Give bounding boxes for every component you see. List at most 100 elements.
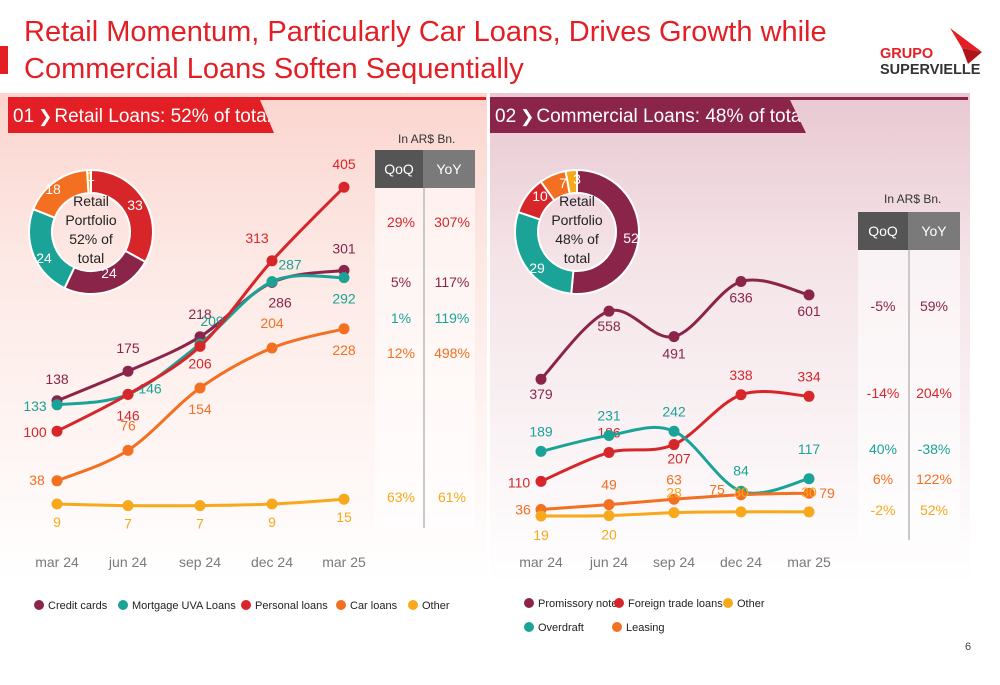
data-point bbox=[803, 289, 815, 301]
legend-item: Promissory notes bbox=[524, 598, 623, 610]
donut-center-label: 48% of bbox=[555, 231, 599, 247]
company-logo: GRUPO SUPERVIELLE bbox=[880, 28, 990, 82]
yoy-value: 59% bbox=[919, 298, 949, 314]
qoq-value: 6% bbox=[872, 471, 894, 487]
data-label: 207 bbox=[667, 451, 691, 467]
qoq-value: 29% bbox=[386, 214, 416, 230]
data-point bbox=[735, 276, 747, 288]
data-point bbox=[194, 382, 206, 394]
data-label: 9 bbox=[268, 514, 276, 530]
data-point bbox=[535, 510, 547, 522]
yoy-value: 117% bbox=[434, 274, 470, 290]
data-label: 218 bbox=[188, 306, 212, 322]
data-label: 20 bbox=[601, 527, 617, 543]
x-tick-label: mar 25 bbox=[787, 554, 831, 570]
data-label: 228 bbox=[332, 342, 356, 358]
data-point bbox=[122, 365, 134, 377]
commercial-line-chart: 3795584916366011101862073383341892312428… bbox=[508, 276, 835, 570]
commercial-yoy-header: YoY bbox=[908, 212, 960, 250]
data-label: 30 bbox=[733, 484, 749, 500]
data-label: 133 bbox=[23, 398, 47, 414]
x-tick-label: sep 24 bbox=[653, 554, 695, 570]
data-label: 36 bbox=[515, 502, 531, 518]
data-label: 338 bbox=[729, 367, 753, 383]
data-point bbox=[803, 487, 815, 499]
title-accent-bar bbox=[0, 46, 8, 74]
commercial-portfolio-donut: 52 29 10 7 3 Retail Portfolio 48% of total bbox=[514, 168, 641, 295]
data-point bbox=[338, 323, 350, 335]
data-point bbox=[266, 276, 278, 288]
data-label: 301 bbox=[332, 240, 356, 256]
legend-item: Other bbox=[408, 600, 450, 612]
slice-label: 52 bbox=[623, 230, 639, 246]
data-label: 287 bbox=[278, 257, 302, 273]
commercial-panel-heading: Commercial Loans: 48% of total bbox=[536, 106, 806, 127]
data-label: 313 bbox=[245, 230, 269, 246]
donut-center-label: Retail bbox=[73, 193, 109, 209]
legend-item: Foreign trade loans bbox=[614, 598, 723, 610]
logo-line1: GRUPO bbox=[880, 46, 934, 62]
data-point bbox=[194, 500, 206, 512]
donut-center-label: Portfolio bbox=[551, 212, 603, 228]
data-label: 7 bbox=[124, 516, 132, 532]
data-label: 379 bbox=[529, 386, 553, 402]
data-point bbox=[266, 342, 278, 354]
qoq-value: -14% bbox=[866, 385, 900, 401]
slice-label: 7 bbox=[559, 175, 567, 191]
data-label: 9 bbox=[53, 514, 61, 530]
data-point bbox=[603, 305, 615, 317]
chevron-right-icon: ❯ bbox=[38, 107, 53, 126]
retail-line-chart: 1381752182863011331462092872921001462063… bbox=[23, 156, 366, 570]
data-label: 405 bbox=[332, 156, 356, 172]
data-point bbox=[603, 510, 615, 522]
donut-center-label: Retail bbox=[559, 193, 595, 209]
x-tick-label: dec 24 bbox=[720, 554, 762, 570]
slice-label: 33 bbox=[127, 197, 143, 213]
data-point bbox=[122, 388, 134, 400]
commercial-panel-number: 02 bbox=[495, 106, 517, 127]
data-label: 38 bbox=[29, 472, 45, 488]
slice-label: 24 bbox=[101, 265, 117, 281]
data-point bbox=[535, 475, 547, 487]
yoy-value: 61% bbox=[437, 489, 467, 505]
legend-item: Credit cards bbox=[34, 600, 107, 612]
logo-line2: SUPERVIELLE bbox=[880, 62, 981, 78]
data-point bbox=[51, 498, 63, 510]
commercial-growth-header: QoQ YoY bbox=[858, 212, 960, 250]
x-tick-label: mar 24 bbox=[519, 554, 563, 570]
legend-item: Mortgage UVA Loans bbox=[118, 600, 236, 612]
data-point bbox=[668, 331, 680, 343]
x-tick-label: mar 24 bbox=[35, 554, 79, 570]
chevron-right-icon: ❯ bbox=[520, 107, 535, 126]
donut-center-label: Portfolio bbox=[65, 212, 117, 228]
donut-center-label: 52% of bbox=[69, 231, 113, 247]
retail-panel-heading: Retail Loans: 52% of total bbox=[54, 106, 271, 127]
donut-center-label: total bbox=[78, 250, 104, 266]
data-point bbox=[735, 389, 747, 401]
data-point bbox=[266, 498, 278, 510]
data-point bbox=[51, 475, 63, 487]
data-point bbox=[603, 447, 615, 459]
retail-yoy-header: YoY bbox=[423, 150, 475, 188]
qoq-value: 5% bbox=[390, 274, 412, 290]
data-point bbox=[603, 499, 615, 511]
data-point bbox=[668, 439, 680, 451]
slice-label: 24 bbox=[36, 250, 52, 266]
data-label: 100 bbox=[23, 424, 47, 440]
retail-units: In AR$ Bn. bbox=[398, 132, 456, 146]
data-label: 75 bbox=[709, 482, 725, 498]
qoq-value: 63% bbox=[386, 489, 416, 505]
data-label: 154 bbox=[188, 401, 212, 417]
data-point bbox=[51, 425, 63, 437]
legend-item: Overdraft bbox=[524, 622, 584, 634]
commercial-title-rule bbox=[490, 97, 968, 100]
qoq-value: 1% bbox=[390, 310, 412, 326]
data-label: 206 bbox=[188, 355, 212, 371]
logo-mark-icon bbox=[950, 28, 982, 64]
data-label: 601 bbox=[797, 303, 821, 319]
data-point bbox=[194, 340, 206, 352]
data-point bbox=[535, 445, 547, 457]
x-tick-label: jun 24 bbox=[589, 554, 628, 570]
legend-item: Leasing bbox=[612, 622, 665, 634]
legend-item: Other bbox=[723, 598, 765, 610]
